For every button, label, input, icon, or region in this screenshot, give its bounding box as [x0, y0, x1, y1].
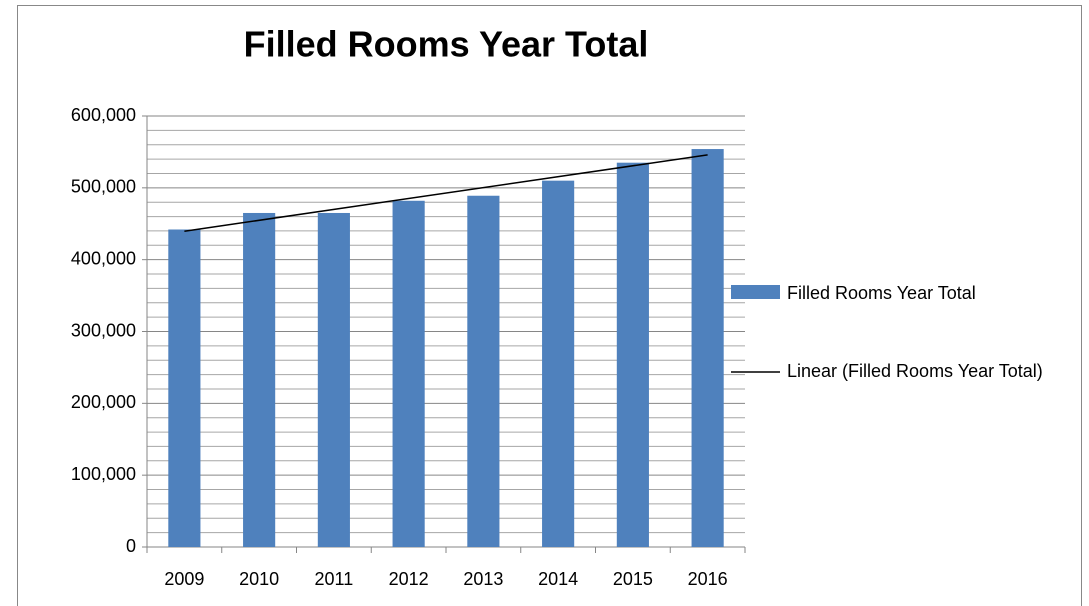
- bar: [243, 212, 276, 547]
- bar: [467, 195, 500, 548]
- x-tick-label: 2010: [239, 569, 279, 589]
- x-tick-label: 2012: [389, 569, 429, 589]
- y-tick-label: 200,000: [71, 392, 136, 412]
- bar: [317, 212, 350, 547]
- bar: [616, 162, 649, 548]
- x-tick-label: 2016: [688, 569, 728, 589]
- legend-label: Linear (Filled Rooms Year Total): [787, 361, 1043, 381]
- x-tick-label: 2011: [315, 569, 354, 589]
- y-tick-label: 400,000: [71, 248, 136, 268]
- y-tick-label: 300,000: [71, 320, 136, 340]
- trend-line: [184, 154, 708, 232]
- x-tick-label: 2009: [164, 569, 204, 589]
- bar: [392, 200, 425, 547]
- y-tick-label: 100,000: [71, 464, 136, 484]
- legend-label: Filled Rooms Year Total: [787, 283, 976, 303]
- bar: [542, 180, 575, 547]
- bar: [168, 229, 201, 547]
- x-tick-label: 2015: [613, 569, 653, 589]
- legend-swatch: [731, 285, 780, 299]
- y-tick-label: 0: [126, 536, 136, 556]
- y-tick-label: 500,000: [71, 177, 136, 197]
- x-tick-label: 2013: [463, 569, 503, 589]
- chart-title: Filled Rooms Year Total: [244, 24, 649, 65]
- bar: [691, 149, 724, 547]
- x-tick-label: 2014: [538, 569, 578, 589]
- y-tick-label: 600,000: [71, 105, 136, 125]
